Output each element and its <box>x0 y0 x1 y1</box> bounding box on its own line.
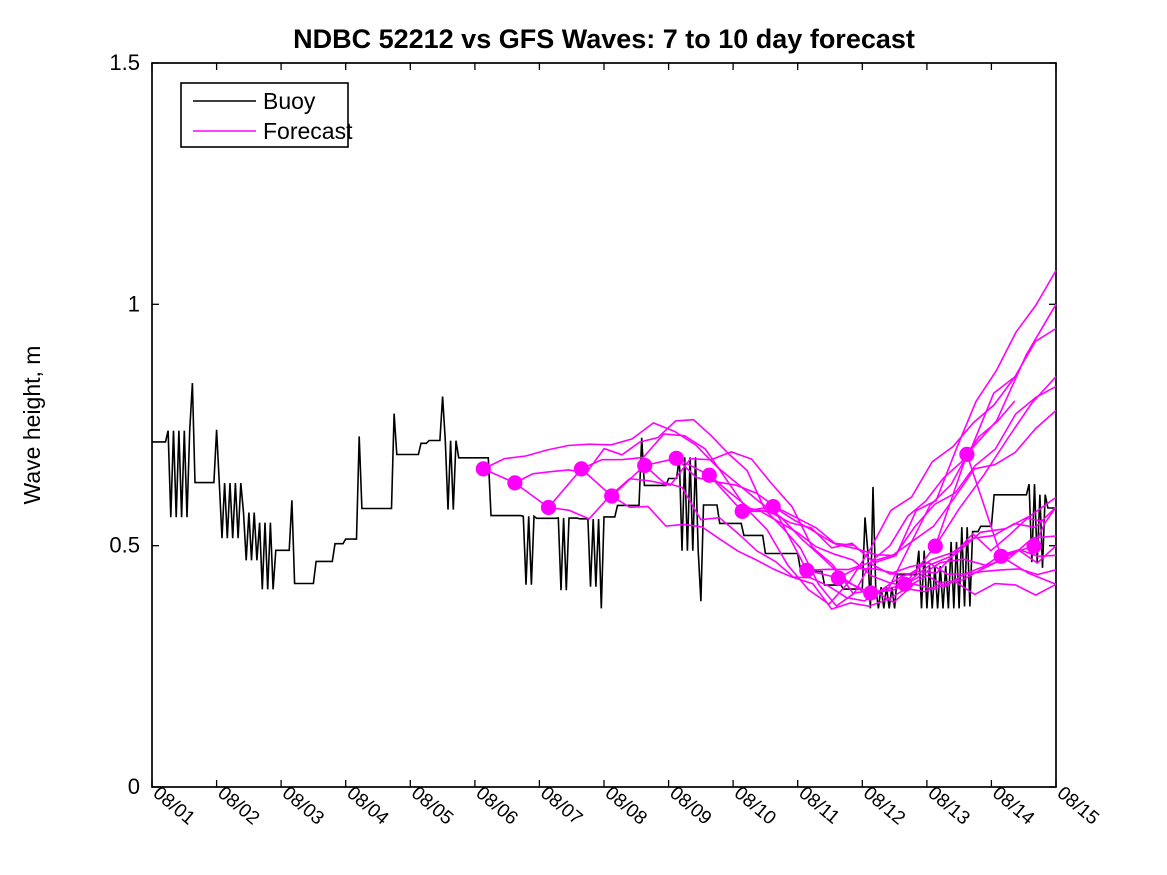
svg-text:Buoy: Buoy <box>263 88 316 114</box>
svg-text:Forecast: Forecast <box>263 118 353 144</box>
svg-text:Wave height, m: Wave height, m <box>19 346 45 505</box>
svg-text:0: 0 <box>128 774 140 799</box>
svg-text:0.5: 0.5 <box>109 533 140 558</box>
svg-text:1.5: 1.5 <box>109 50 140 75</box>
svg-text:NDBC 52212 vs GFS Waves: 7 to: NDBC 52212 vs GFS Waves: 7 to 10 day for… <box>293 24 915 54</box>
svg-text:1: 1 <box>128 291 140 316</box>
